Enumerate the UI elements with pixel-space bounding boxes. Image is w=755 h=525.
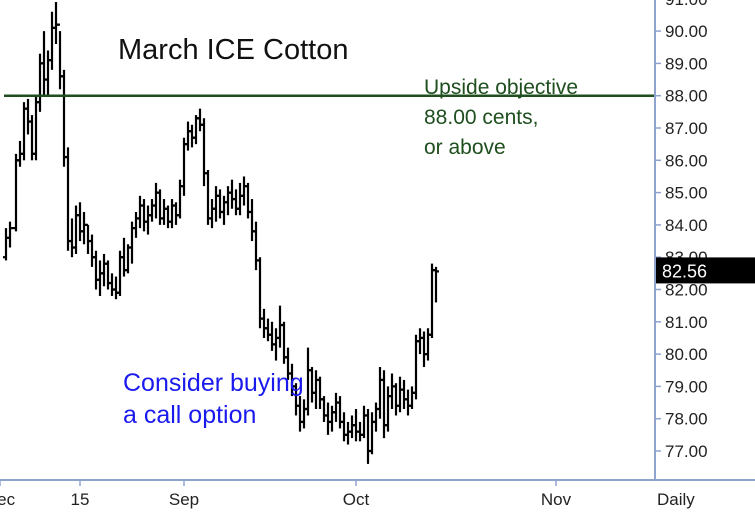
- y-axis-ticks: 77.0078.0079.0080.0081.0082.0083.0084.00…: [655, 0, 708, 461]
- x-tick-label: 15: [71, 490, 90, 509]
- y-tick-label: 91.00: [665, 0, 708, 9]
- y-tick-label: 77.00: [665, 442, 708, 461]
- x-axis-ticks: 15 Sep Oct Nov Dec: [0, 480, 572, 509]
- y-tick-label: 89.00: [665, 54, 708, 73]
- y-tick-label: 88.00: [665, 87, 708, 106]
- x-tick-label: Dec: [0, 490, 16, 509]
- objective-note-line-3: or above: [424, 136, 506, 159]
- ohlc-bar: [433, 266, 439, 303]
- advice-note-line-1: Consider buying: [123, 369, 304, 397]
- y-tick-label: 80.00: [665, 345, 708, 364]
- y-tick-label: 87.00: [665, 119, 708, 138]
- ohlc-bar: [7, 221, 13, 248]
- x-tick-label: Nov: [541, 490, 572, 509]
- x-tick-label: Oct: [343, 490, 370, 509]
- last-price-background: [656, 257, 755, 284]
- y-tick-label: 85.00: [665, 184, 708, 203]
- price-bars: [3, 2, 439, 464]
- advice-note-line-2: a call option: [123, 401, 256, 429]
- y-tick-label: 86.00: [665, 151, 708, 170]
- y-tick-label: 82.00: [665, 281, 708, 300]
- chart-title: March ICE Cotton: [118, 34, 348, 66]
- y-tick-label: 78.00: [665, 410, 708, 429]
- objective-note-line-1: Upside objective: [424, 76, 578, 99]
- last-price-badge: 82.56: [656, 257, 755, 284]
- period-label: Daily: [657, 490, 695, 509]
- y-tick-label: 84.00: [665, 216, 708, 235]
- last-price-label: 82.56: [662, 261, 707, 281]
- objective-note-line-2: 88.00 cents,: [424, 106, 538, 129]
- x-tick-label: Sep: [169, 490, 199, 509]
- y-tick-label: 79.00: [665, 377, 708, 396]
- y-tick-label: 81.00: [665, 313, 708, 332]
- y-tick-label: 90.00: [665, 22, 708, 41]
